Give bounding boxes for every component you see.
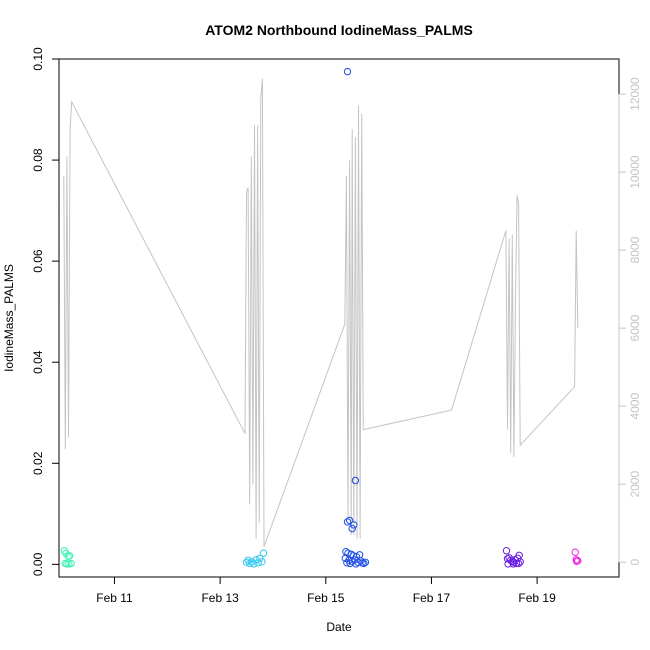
data-point: [350, 521, 358, 529]
x-tick-label: Feb 19: [518, 591, 556, 605]
data-point: [573, 557, 581, 565]
plot-frame: [58, 58, 620, 578]
data-point: [360, 559, 368, 568]
data-point: [65, 552, 74, 560]
y-axis-left: 0.00 0.02 0.04 0.06 0.08 0.10: [31, 47, 59, 576]
data-point: [259, 549, 268, 557]
y2-tick-label: 2000: [628, 471, 642, 498]
y-tick-label: 0.04: [31, 350, 45, 374]
data-point: [242, 558, 251, 566]
y2-tick-label: 6000: [628, 314, 642, 341]
y2-tick-label: 0: [628, 559, 642, 566]
data-point: [341, 554, 349, 562]
data-point: [345, 556, 353, 564]
x-tick-label: Feb 11: [96, 591, 133, 605]
data-point: [571, 548, 579, 556]
data-point: [258, 558, 266, 566]
y-tick-label: 0.10: [31, 47, 45, 71]
y-axis-right: 0 2000 4000 6000 8000 10000 12000: [618, 77, 642, 566]
y2-tick-label: 12000: [628, 77, 642, 111]
y2-tick-label: 10000: [628, 155, 642, 189]
data-point: [514, 559, 523, 568]
data-point: [246, 559, 254, 568]
x-tick-label: Feb 13: [201, 591, 239, 605]
y-tick-label: 0.08: [31, 148, 45, 172]
chart-title: ATOM2 Northbound IodineMass_PALMS: [205, 22, 473, 38]
x-tick-label: Feb 17: [413, 591, 451, 605]
data-point: [63, 560, 71, 568]
data-point: [502, 547, 511, 555]
y2-tick-label: 4000: [628, 393, 642, 420]
data-point: [348, 524, 356, 533]
altitude-line: [63, 78, 579, 547]
y-axis-label: IodineMass_PALMS: [2, 264, 16, 372]
data-point: [67, 559, 75, 568]
data-point: [361, 558, 370, 566]
data-point: [343, 518, 352, 526]
y-tick-label: 0.06: [31, 249, 45, 273]
data-point: [512, 559, 521, 568]
y-tick-label: 0.02: [31, 451, 45, 475]
data-point: [509, 560, 517, 568]
data-point: [345, 516, 354, 525]
data-point: [504, 560, 512, 568]
data-point: [254, 559, 262, 567]
data-point: [346, 559, 354, 568]
data-points-layer: [60, 67, 582, 568]
data-point: [343, 559, 351, 567]
altitude-line-layer: [63, 78, 579, 547]
y2-tick-label: 8000: [628, 236, 642, 263]
x-axis-label: Date: [326, 620, 352, 634]
x-tick-label: Feb 15: [307, 591, 345, 605]
data-point: [250, 560, 258, 568]
data-point: [516, 558, 524, 566]
data-point: [351, 476, 360, 485]
x-axis: Feb 11 Feb 13 Feb 15 Feb 17 Feb 19: [96, 577, 556, 605]
y-tick-label: 0.00: [31, 552, 45, 576]
data-point: [343, 67, 352, 76]
